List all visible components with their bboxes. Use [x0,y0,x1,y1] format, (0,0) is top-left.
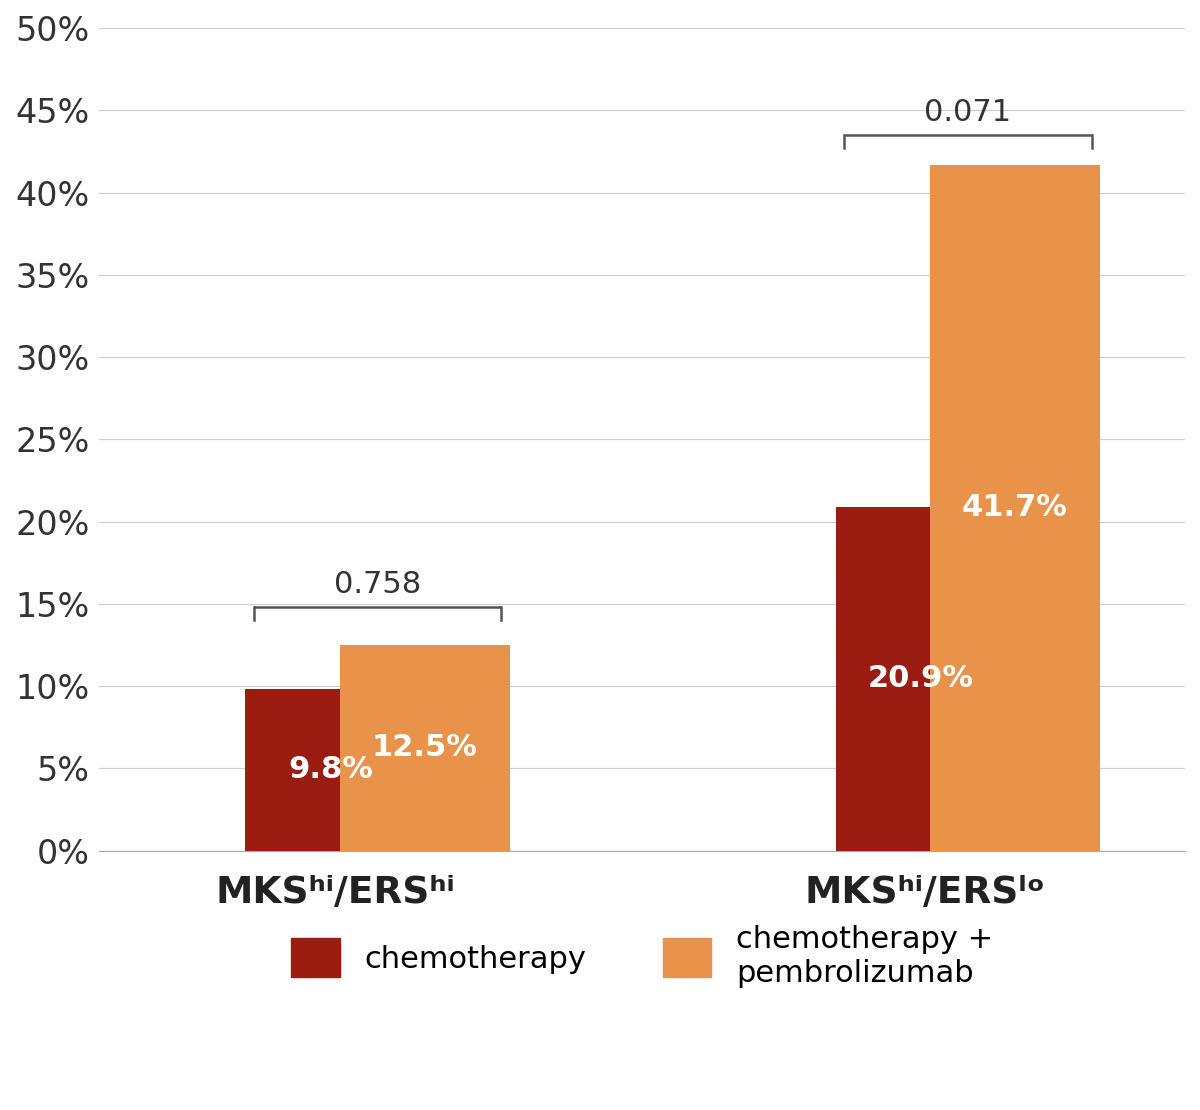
Bar [246,689,415,850]
Text: 0.758: 0.758 [334,569,421,598]
Bar [930,164,1100,850]
Legend: chemotherapy, chemotherapy +
pembrolizumab: chemotherapy, chemotherapy + pembrolizum… [278,912,1006,1000]
Text: 0.071: 0.071 [924,98,1012,127]
Bar [340,645,510,850]
Bar [835,507,1006,850]
Text: 12.5%: 12.5% [372,734,478,763]
Text: 9.8%: 9.8% [288,756,373,785]
Text: 41.7%: 41.7% [962,493,1068,522]
Text: 20.9%: 20.9% [868,664,973,693]
